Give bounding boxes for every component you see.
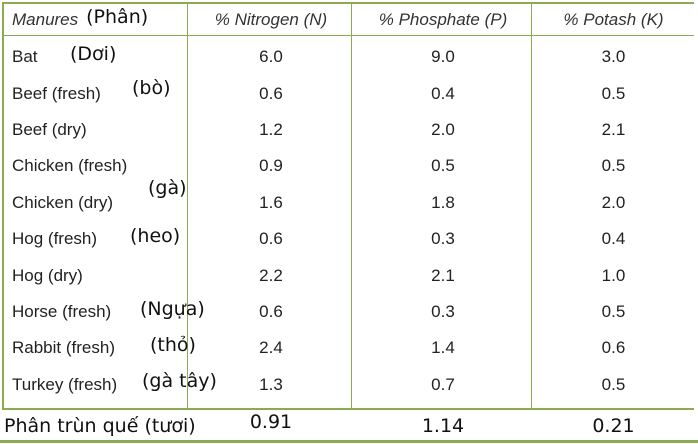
table-row: Bat (Dơi) 6.0 9.0 3.0	[4, 39, 694, 75]
footer-rule	[0, 440, 698, 443]
nitrogen-value: 0.6	[259, 229, 283, 249]
table-row: Chicken (fresh) 0.9 0.5 0.5	[4, 148, 694, 184]
manure-name: Hog (fresh)	[12, 229, 98, 249]
nitrogen-value: 0.9	[259, 156, 283, 176]
potash-value: 0.5	[601, 301, 626, 321]
phosphate-value: 1.8	[431, 192, 455, 212]
nitrogen-value: 6.0	[259, 47, 283, 67]
manure-translation: (bò)	[132, 77, 171, 100]
table-row: Beef (dry) 1.2 2.0 2.1	[4, 112, 694, 148]
nitrogen-value: 0.6	[259, 301, 283, 321]
potash-value: 0.5	[601, 156, 626, 176]
phosphate-value: 2.1	[431, 265, 455, 285]
nitrogen-value: 0.6	[259, 83, 283, 103]
manure-name: Chicken (dry)	[12, 192, 114, 212]
table-row: Chicken (dry) (gà) 1.6 1.8 2.0	[4, 177, 694, 221]
manure-name: Bat	[12, 47, 38, 67]
header-potash: % Potash (K)	[563, 9, 664, 29]
manure-name: Beef (fresh)	[12, 83, 101, 103]
column-divider	[187, 2, 188, 408]
manure-translation: (Dơi)	[70, 43, 117, 65]
phosphate-value: 0.5	[431, 156, 455, 176]
table-row: Beef (fresh) (bò) 0.6 0.4 0.5	[4, 75, 694, 111]
footer-row: Phân trùn quế (tươi) 0.91 1.14 0.21	[0, 410, 698, 444]
manure-name: Beef (dry)	[12, 119, 87, 139]
manure-name: Rabbit (fresh)	[12, 338, 115, 358]
table-row: Hog (fresh) (heo) 0.6 0.3 0.4	[4, 221, 694, 257]
nitrogen-value: 1.3	[259, 374, 283, 394]
potash-value: 0.4	[601, 229, 626, 249]
table-header-row: Manures (Phân) % Nitrogen (N) % Phosphat…	[4, 4, 694, 36]
potash-value: 1.0	[601, 265, 626, 285]
table-frame	[2, 2, 694, 410]
potash-value: 0.6	[601, 338, 626, 358]
nitrogen-value: 1.2	[259, 119, 283, 139]
column-divider	[351, 2, 352, 408]
manure-translation: (gà tây)	[142, 369, 217, 392]
phosphate-value: 2.0	[431, 119, 455, 139]
manure-name: Chicken (fresh)	[12, 156, 128, 176]
nitrogen-value: 2.4	[259, 338, 283, 358]
column-divider	[531, 2, 532, 408]
header-manures-translation: (Phân)	[86, 5, 149, 28]
manure-translation: (thỏ)	[150, 334, 196, 357]
manure-translation: (Ngựa)	[140, 297, 205, 320]
table-row: Horse (fresh) (Ngựa) 0.6 0.3 0.5	[4, 294, 694, 330]
footer-potash: 0.21	[592, 415, 635, 437]
manure-translation: (gà)	[148, 176, 187, 199]
manure-name: Horse (fresh)	[12, 301, 112, 321]
phosphate-value: 0.3	[431, 301, 455, 321]
table-row: Turkey (fresh) (gà tây) 1.3 0.7 0.5	[4, 367, 694, 403]
footer-nitrogen: 0.91	[249, 411, 293, 433]
phosphate-value: 0.4	[431, 83, 455, 103]
phosphate-value: 9.0	[431, 47, 455, 67]
manure-name: Turkey (fresh)	[12, 374, 118, 394]
potash-value: 2.1	[601, 119, 626, 139]
phosphate-value: 0.7	[431, 374, 455, 394]
header-manures-label: Manures	[12, 9, 79, 29]
nitrogen-value: 1.6	[259, 192, 283, 212]
header-manures: Manures (Phân)	[12, 4, 148, 35]
nitrogen-value: 2.2	[259, 265, 283, 285]
header-nitrogen: % Nitrogen (N)	[214, 9, 328, 29]
potash-value: 0.5	[601, 374, 626, 394]
manure-translation: (heo)	[130, 225, 181, 247]
potash-value: 2.0	[601, 192, 626, 212]
footer-phosphate: 1.14	[421, 415, 465, 437]
table-row: Rabbit (fresh) (thỏ) 2.4 1.4 0.6	[4, 330, 694, 366]
header-phosphate: % Phosphate (P)	[378, 9, 508, 29]
phosphate-value: 0.3	[431, 229, 455, 249]
phosphate-value: 1.4	[431, 338, 455, 358]
footer-name: Phân trùn quế (tươi)	[4, 415, 196, 437]
table-row: Hog (dry) 2.2 2.1 1.0	[4, 257, 694, 293]
potash-value: 0.5	[601, 83, 626, 103]
potash-value: 3.0	[601, 47, 626, 67]
manure-name: Hog (dry)	[12, 265, 83, 285]
